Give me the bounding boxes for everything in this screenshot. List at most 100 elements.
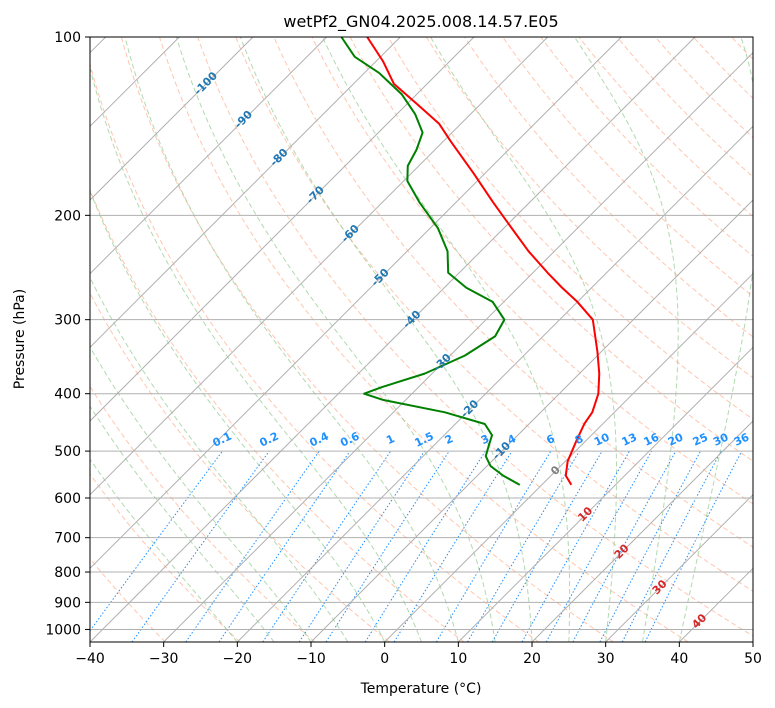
mixing-ratio-label: 25 (691, 431, 710, 449)
x-tick-label: −20 (223, 651, 253, 667)
plot-frame (89, 36, 754, 643)
x-tick-label: 30 (597, 651, 615, 667)
dry-adiabat-line (464, 37, 753, 338)
dry-adiabat-line (90, 292, 390, 642)
moist-adiabat-line (90, 345, 312, 642)
isotherm-line (605, 493, 753, 642)
mixing-ratio-label: 1 (384, 432, 396, 447)
dry-adiabat-line (120, 37, 614, 642)
dry-adiabat-line (692, 37, 753, 99)
moist-adiabat-line (678, 37, 753, 642)
y-tick-label: 900 (54, 595, 81, 611)
sounding-profiles (340, 37, 601, 486)
moist-adiabat-line (90, 66, 422, 642)
x-axis-ticks: −40 −30 −20 −10 0 10 20 30 40 50 (75, 642, 762, 667)
x-tick-label: 0 (380, 651, 389, 667)
isotherm-label: 30 (650, 577, 670, 597)
mixing-ratio-label: 36 (732, 430, 752, 448)
moist-adiabat-line (90, 405, 275, 642)
mixing-ratio-label: 10 (592, 430, 612, 448)
y-tick-label: 100 (54, 30, 81, 46)
moist-adiabat-line (175, 37, 496, 642)
mixing-ratio-label: 13 (620, 431, 639, 449)
x-tick-label: 50 (744, 651, 762, 667)
mixing-ratio-line (599, 450, 701, 642)
isotherm-line (236, 125, 753, 642)
dry-adiabat-line (273, 37, 753, 548)
moist-adiabat-line (430, 37, 618, 642)
mixing-ratio-line (298, 450, 425, 642)
dry-adiabat-line (311, 37, 753, 505)
dry-adiabat-line (159, 37, 689, 642)
y-tick-label: 600 (54, 491, 81, 507)
dry-adiabat-line (425, 37, 753, 379)
temperature-profile-line (366, 37, 601, 486)
moist-adiabat-line (90, 458, 238, 642)
dry-adiabat-line (235, 37, 753, 592)
moist-adiabat-line (90, 276, 349, 642)
mixing-ratio-line (393, 450, 513, 642)
isotherm-line (90, 37, 401, 349)
isotherm-line (90, 37, 254, 201)
y-tick-label: 800 (54, 565, 81, 581)
x-tick-label: 20 (523, 651, 541, 667)
dry-adiabat-line (578, 37, 753, 218)
mixing-ratio-label: 2 (443, 432, 455, 447)
x-tick-label: 10 (449, 651, 467, 667)
y-tick-label: 700 (54, 531, 81, 547)
x-axis-label: Temperature (°C) (360, 681, 482, 697)
y-tick-label: 500 (54, 444, 81, 460)
mixing-ratio-label: 30 (711, 430, 731, 448)
isotherm-label: 40 (689, 611, 709, 631)
isotherm-line (163, 51, 753, 642)
y-tick-label: 200 (54, 208, 81, 224)
x-tick-label: −30 (149, 651, 179, 667)
y-tick-label: 400 (54, 387, 81, 403)
moist-adiabat-line (574, 37, 679, 642)
isotherm-line (457, 346, 753, 642)
mixing-ratio-line (491, 450, 603, 642)
isotherm-label: 10 (575, 504, 595, 524)
y-tick-label: 1000 (45, 622, 81, 638)
mixing-ratio-label: 20 (666, 430, 686, 448)
isotherm-label: -80 (267, 146, 290, 169)
dry-adiabat-line (90, 188, 465, 642)
mixing-ratio-line (364, 450, 486, 642)
moist-adiabat-line (124, 37, 459, 642)
isotherm-line (384, 272, 753, 642)
dry-adiabat-line (349, 37, 753, 462)
mixing-ratio-label: 6 (544, 432, 557, 447)
isotherm-line (531, 420, 753, 642)
mixing-ratio-line (131, 450, 270, 642)
dry-adiabat-line (387, 37, 753, 420)
isotherm-line (310, 199, 753, 642)
dry-adiabat-line (770, 37, 775, 642)
dewpoint-profile-line (340, 37, 521, 486)
y-axis-ticks: 1000 900 800 700 600 500 400 300 200 100 (45, 30, 90, 638)
x-tick-label: 40 (670, 651, 688, 667)
dry-adiabat-line (540, 37, 753, 257)
x-tick-label: −40 (75, 651, 105, 667)
background-lines (90, 37, 775, 642)
pressure-gridlines (90, 37, 753, 642)
isotherm-line (90, 37, 549, 496)
moist-adiabat-line (90, 189, 386, 642)
mixing-ratio-line (644, 450, 743, 642)
dry-adiabat-line (654, 37, 753, 139)
mixing-ratio-line (521, 450, 630, 642)
mixing-ratio-label: 0.1 (211, 430, 234, 450)
mixing-ratio-label: 16 (642, 430, 662, 448)
dry-adiabat-line (90, 385, 316, 642)
dry-adiabat-line (90, 62, 540, 642)
mixing-ratio-line (325, 450, 450, 642)
moist-adiabat-line (322, 37, 571, 642)
chart-title: wetPf2_GN04.2025.008.14.57.E05 (283, 12, 558, 32)
isotherm-line (90, 37, 328, 275)
isotherm-line (752, 641, 753, 642)
mixing-ratio-line (185, 450, 320, 642)
mixing-ratio-line (621, 450, 722, 642)
isotherm-line (90, 37, 622, 570)
isotherm-line (678, 567, 753, 642)
mixing-ratio-line (572, 450, 677, 642)
